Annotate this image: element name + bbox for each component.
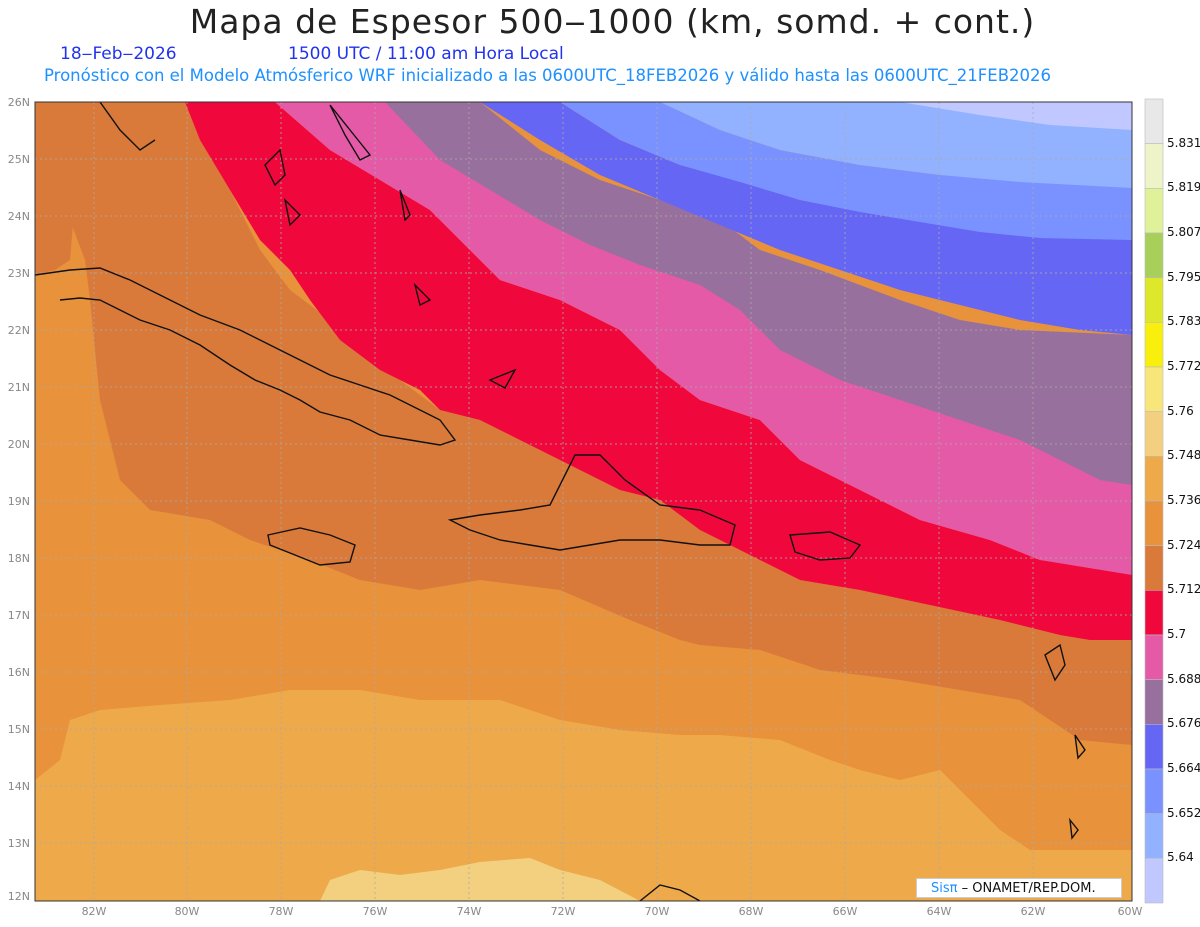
- colorbar-swatch: [1144, 143, 1164, 189]
- lon-label: 80W: [174, 905, 200, 918]
- colorbar-label: 5.807: [1167, 225, 1200, 239]
- lat-label: 20N: [7, 438, 30, 451]
- colorbar-swatch: [1144, 634, 1164, 681]
- coast-jamaica: [267, 527, 356, 566]
- colorbar-swatch: [1144, 232, 1164, 279]
- date-label: 18‒Feb‒2026: [60, 44, 177, 64]
- coast-bahamas-4: [399, 189, 411, 222]
- lat-label: 26N: [7, 96, 30, 109]
- sis-logo-text: Sisπ: [931, 881, 958, 896]
- lat-label: 22N: [7, 324, 30, 337]
- colorbar-swatch: [1144, 98, 1164, 145]
- band-5712: [35, 102, 1132, 745]
- colorbar-label: 5.783: [1167, 314, 1200, 329]
- lat-label: 12N: [7, 890, 30, 903]
- colorbar-swatch: [1144, 545, 1164, 591]
- coast-florida: [99, 102, 156, 151]
- lat-label: 19N: [7, 495, 30, 508]
- colorbar-label: 5.819: [1167, 180, 1200, 195]
- lat-label: 23N: [7, 267, 30, 280]
- lat-label: 14N: [7, 780, 30, 793]
- band-5700: [185, 102, 1132, 640]
- colorbar-swatch: [1144, 188, 1164, 234]
- forecast-line: Pronóstico con el Modelo Atmósferico WRF…: [44, 66, 1052, 85]
- lon-label: 60W: [1117, 905, 1143, 918]
- coast-south-america: [639, 884, 701, 901]
- colorbar-swatch: [1144, 589, 1164, 636]
- credit-text: – ONAMET/REP.DOM.: [961, 881, 1096, 896]
- coast-hispaniola: [447, 454, 736, 551]
- coast-bahamas-6: [488, 368, 517, 389]
- lat-label: 17N: [7, 609, 30, 622]
- lat-label: 25N: [7, 153, 30, 166]
- colorbar-label: 5.688: [1167, 671, 1200, 686]
- colorbar-label: 5.772: [1167, 359, 1200, 373]
- lat-label: 16N: [7, 666, 30, 679]
- colorbar-swatch: [1144, 321, 1164, 368]
- colorbar-swatch: [1144, 500, 1164, 547]
- colorbar-swatch: [1144, 857, 1164, 904]
- lon-label: 64W: [926, 905, 952, 918]
- lon-label: 72W: [550, 905, 576, 918]
- lon-label: 74W: [456, 905, 482, 918]
- coast-bahamas-2: [283, 197, 301, 227]
- colorbar-swatch: [1144, 411, 1164, 457]
- colorbar-label: 5.64: [1167, 850, 1194, 865]
- lon-label: 66W: [832, 905, 858, 918]
- colorbar-label: 5.712: [1167, 582, 1200, 597]
- lon-label: 82W: [81, 905, 107, 918]
- lat-label: 24N: [7, 210, 30, 223]
- colorbar-swatch: [1144, 813, 1164, 859]
- band-5676: [385, 102, 1132, 485]
- colorbar-swatch: [1144, 277, 1164, 323]
- band-lightest: [900, 102, 1132, 130]
- coast-bahamas-3: [329, 104, 372, 161]
- lon-label: 68W: [738, 905, 764, 918]
- lat-label: 15N: [7, 723, 30, 736]
- lon-label: 70W: [644, 905, 670, 918]
- band-5640: [660, 102, 1132, 188]
- coast-bahamas-5: [413, 282, 432, 307]
- colorbar-swatch: [1144, 679, 1164, 725]
- colorbar-label: 5.7: [1167, 627, 1187, 641]
- lon-label: 62W: [1020, 905, 1046, 918]
- colorbar-label: 5.676: [1167, 716, 1200, 731]
- colorbar-swatch: [1144, 366, 1164, 413]
- lon-label: 76W: [362, 905, 388, 918]
- colorbar-label: 5.652: [1167, 805, 1200, 820]
- coast-puerto-rico: [789, 531, 862, 561]
- colorbar-swatch: [1144, 455, 1164, 502]
- credit-box: Sisπ – ONAMET/REP.DOM.: [916, 878, 1122, 898]
- lon-label: 78W: [268, 905, 294, 918]
- colorbar-label: 5.795: [1167, 269, 1200, 284]
- colorbar-label: 5.664: [1167, 761, 1200, 775]
- lat-label: 18N: [7, 552, 30, 565]
- colorbar-swatch: [1144, 723, 1164, 770]
- page-title: Mapa de Espesor 500‒1000 (km, somd. + co…: [189, 2, 1036, 41]
- time-label: 1500 UTC / 11:00 am Hora Local: [288, 44, 564, 64]
- colorbar-label: 5.831: [1167, 135, 1200, 150]
- colorbar-label: 5.76: [1167, 403, 1194, 418]
- colorbar-label: 5.748: [1167, 448, 1200, 463]
- band-5664: [480, 102, 1132, 335]
- band-5748: [320, 858, 640, 901]
- band-5736: [35, 690, 1132, 901]
- coast-lesser-antilles: [1044, 643, 1086, 840]
- colorbar-label: 5.724: [1167, 537, 1200, 552]
- colorbar: [1144, 98, 1164, 904]
- band-5688: [275, 102, 1132, 575]
- coast-bahamas-1: [264, 148, 286, 187]
- lat-label: 21N: [7, 381, 30, 394]
- colorbar-label: 5.736: [1167, 493, 1200, 507]
- colorbar-swatch: [1144, 768, 1164, 815]
- coastlines: [35, 102, 1086, 901]
- band-5652: [560, 102, 1132, 240]
- lat-label: 13N: [7, 837, 30, 850]
- coast-cuba: [35, 267, 457, 446]
